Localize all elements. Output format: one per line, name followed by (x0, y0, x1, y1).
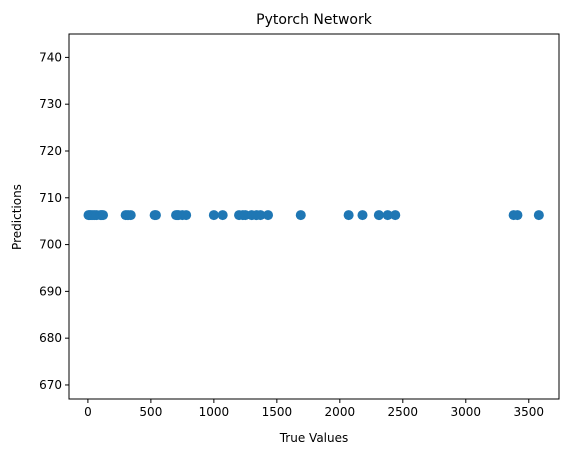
chart-title: Pytorch Network (256, 12, 373, 28)
y-tick-label: 720 (39, 144, 62, 158)
data-point (181, 210, 192, 221)
x-tick-label: 2500 (388, 405, 419, 419)
data-point (512, 210, 523, 221)
y-tick-label: 710 (39, 191, 62, 205)
x-tick-label: 3000 (451, 405, 482, 419)
x-tick-label: 2000 (325, 405, 356, 419)
y-tick-label: 680 (39, 331, 62, 345)
x-tick-label: 3500 (513, 405, 544, 419)
plot-area-frame (68, 33, 560, 400)
data-point (208, 210, 219, 221)
data-point (98, 210, 109, 221)
data-point (390, 210, 401, 221)
x-tick-label: 1500 (262, 405, 293, 419)
data-point (357, 210, 368, 221)
y-axis-ticks: 670 680 690 700 710 720 730 740 (39, 50, 69, 392)
x-tick-label: 500 (139, 405, 162, 419)
data-point (150, 210, 161, 221)
y-axis-label: Predictions (10, 184, 24, 250)
data-point (217, 210, 228, 221)
data-point (382, 210, 393, 221)
data-point (255, 210, 266, 221)
data-point (343, 210, 354, 221)
data-point (373, 210, 384, 221)
data-point (295, 210, 306, 221)
x-tick-label: 1000 (199, 405, 230, 419)
data-point (263, 210, 274, 221)
x-axis-ticks: 0 500 1000 1500 2000 2500 3000 3500 (84, 399, 544, 419)
y-tick-label: 730 (39, 97, 62, 111)
y-tick-label: 670 (39, 378, 62, 392)
y-tick-label: 740 (39, 50, 62, 64)
data-point (125, 210, 136, 221)
x-axis-label: True Values (279, 431, 349, 445)
x-tick-label: 0 (84, 405, 92, 419)
y-tick-label: 690 (39, 284, 62, 298)
y-tick-label: 700 (39, 238, 62, 252)
data-points (83, 210, 544, 221)
data-point (533, 210, 544, 221)
